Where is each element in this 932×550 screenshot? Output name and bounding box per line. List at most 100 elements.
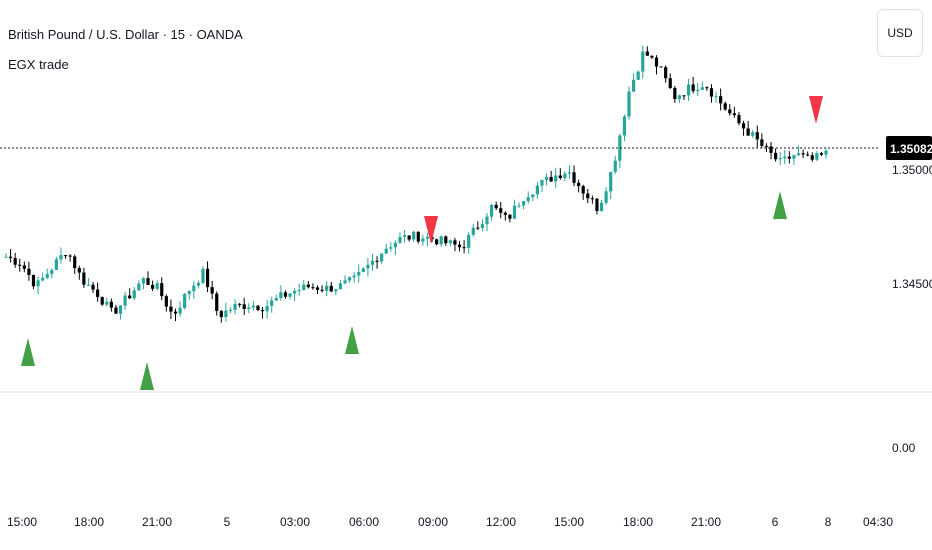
buy-signal-arrow (773, 191, 787, 219)
candle-body (650, 55, 654, 58)
x-tick-label: 03:00 (280, 515, 310, 529)
candle-body (196, 282, 201, 286)
last-price-badge (886, 136, 932, 160)
x-tick-label: 09:00 (418, 515, 448, 529)
candle-body (476, 227, 480, 229)
candle-body (137, 283, 141, 291)
candle-body (686, 84, 691, 96)
candle-body (389, 247, 393, 249)
candle-body (155, 283, 159, 289)
candle-body (787, 156, 791, 159)
candle-body (100, 297, 104, 305)
candle-body (700, 87, 704, 90)
candle-body (544, 176, 549, 180)
candle-body (22, 265, 26, 269)
candle-body (531, 194, 535, 198)
candle-body (82, 272, 86, 285)
candle-body (737, 115, 741, 124)
candle-body (563, 173, 567, 178)
last-price-label: 1.35082 (890, 142, 932, 156)
candle-body (439, 236, 443, 245)
candle-body (173, 311, 178, 314)
candle-body (448, 240, 452, 244)
candle-body (778, 158, 782, 160)
candle-body (696, 89, 700, 92)
sell-signal-arrow (809, 96, 823, 124)
chart-title: British Pound / U.S. Dollar · 15 · OANDA (8, 27, 243, 42)
candle-body (714, 96, 718, 98)
candle-body (549, 176, 553, 182)
indicator-label[interactable]: EGX trade (8, 57, 69, 72)
candle-body (73, 256, 77, 269)
candle-body (769, 146, 773, 153)
candle-body (512, 205, 517, 219)
candle-body (815, 153, 819, 160)
candle-body (457, 244, 462, 248)
candle-body (86, 284, 91, 286)
candle-body (435, 239, 439, 245)
candle-body (297, 290, 301, 292)
candle-body (357, 272, 361, 276)
candle-body (599, 202, 604, 211)
x-tick-label: 04:30 (863, 515, 893, 529)
candle-body (517, 205, 521, 207)
x-tick-label: 15:00 (554, 515, 584, 529)
candle-body (54, 259, 58, 270)
candlestick-series (4, 45, 828, 323)
currency-button[interactable]: USD (877, 9, 923, 57)
candle-body (132, 290, 136, 299)
candle-body (105, 301, 109, 305)
candle-body (806, 154, 810, 156)
candle-body (256, 305, 260, 311)
candle-body (654, 57, 659, 67)
candle-body (709, 88, 714, 97)
candle-body (270, 300, 274, 306)
candle-body (540, 179, 544, 186)
x-tick-label: 06:00 (349, 515, 379, 529)
candle-body (118, 305, 123, 314)
candle-body (18, 264, 22, 266)
candle-body (150, 284, 155, 289)
candle-body (618, 135, 622, 161)
candle-body (141, 278, 146, 284)
candle-body (613, 160, 617, 172)
candle-body (279, 292, 283, 299)
candle-body (604, 191, 608, 203)
x-tick-label: 18:00 (623, 515, 653, 529)
candle-body (462, 247, 466, 249)
candle-body (123, 295, 127, 306)
candle-body (810, 155, 814, 160)
x-tick-label: 21:00 (691, 515, 721, 529)
candle-body (489, 204, 494, 217)
candle-body (146, 278, 150, 285)
candle-body (329, 285, 333, 292)
candle-body (283, 292, 288, 297)
x-tick-label: 5 (224, 515, 231, 529)
candle-body (819, 153, 824, 155)
candle-body (45, 274, 49, 278)
candle-body (178, 307, 182, 314)
candle-body (27, 268, 31, 276)
candle-body (238, 303, 242, 305)
candle-body (219, 310, 223, 317)
candle-body (705, 87, 709, 89)
candle-body (444, 236, 448, 244)
time-axis[interactable]: 15:00 18:00 21:00 5 03:00 06:00 09:00 12:00 15:0… (7, 515, 893, 529)
candle-body (421, 238, 425, 242)
candle-body (764, 145, 769, 147)
candle-body (453, 240, 457, 245)
candle-body (347, 277, 352, 281)
candle-body (522, 201, 526, 206)
candle-body (320, 289, 324, 291)
candle-body (801, 153, 805, 155)
candle-body (609, 171, 613, 192)
candle-body (251, 305, 255, 308)
candle-body (535, 185, 539, 195)
x-tick-label: 8 (825, 515, 832, 529)
candle-body (673, 87, 677, 100)
price-axis[interactable]: 1.35000 1.34500 0.00 1.35082 (886, 136, 932, 455)
candle-body (91, 284, 95, 290)
candle-body (627, 91, 631, 117)
candle-body (274, 298, 278, 301)
